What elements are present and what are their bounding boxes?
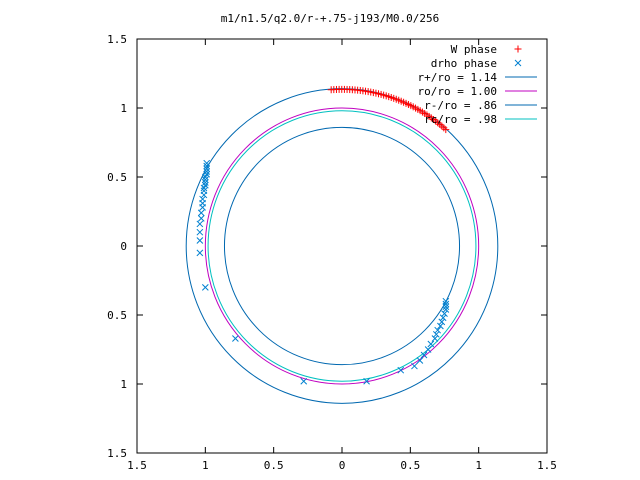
drho-phase-point <box>200 184 208 192</box>
legend-label-w-phase: W phase <box>451 43 497 56</box>
drho-phase-point <box>438 318 446 326</box>
drho-phase-point <box>197 215 205 222</box>
drho-phase-point <box>437 322 444 330</box>
drho-phase-point <box>416 357 424 364</box>
drho-phase-point <box>434 326 442 334</box>
chart-title: m1/n1.5/q2.0/r-+.75-j193/M0.0/256 <box>221 12 440 25</box>
drho-phase-point <box>442 303 450 311</box>
drho-phase-point <box>397 366 405 374</box>
y-tick-label: 1.5 <box>107 33 127 46</box>
w-phase-series <box>327 85 450 134</box>
drho-phase-point <box>196 220 204 228</box>
drho-phase-point <box>363 377 370 385</box>
x-tick-label: 0 <box>339 459 346 472</box>
drho-phase-point <box>201 173 209 181</box>
circle-r-o <box>204 107 480 385</box>
drho-phase-point <box>232 335 239 342</box>
y-tick-label: 0.5 <box>107 171 127 184</box>
legend-sample-w-phase <box>514 45 522 53</box>
legend-label-drho-phase: drho phase <box>431 57 497 70</box>
drho-phase-point <box>427 340 435 348</box>
legend-label-r-o: ro/ro = 1.00 <box>418 85 497 98</box>
x-tick-label: 1 <box>475 459 482 472</box>
drho-phase-point <box>442 297 450 305</box>
legend-label-r-minus: r-/ro = .86 <box>424 99 497 112</box>
circles <box>185 88 499 404</box>
drho-phase-point <box>411 362 418 370</box>
drho-phase-point <box>203 162 211 170</box>
y-tick-label: 0 <box>120 240 127 253</box>
drho-phase-point <box>197 209 205 217</box>
y-axis-tick-labels: 1.5 1 0.5 0 0.5 1 1.5 <box>107 33 127 460</box>
drho-phase-point <box>196 228 204 236</box>
axis-ticks <box>136 38 548 454</box>
x-tick-label: 1.5 <box>127 459 147 472</box>
drho-phase-point <box>203 165 211 173</box>
drho-phase-point <box>201 176 209 184</box>
drho-phase-point <box>201 284 209 291</box>
drho-phase-point <box>441 310 448 317</box>
drho-phase-series <box>196 159 450 385</box>
drho-phase-point <box>201 179 209 186</box>
drho-phase-point <box>203 159 211 167</box>
drho-phase-point <box>442 300 450 308</box>
x-tick-label: 1 <box>202 459 209 472</box>
circle-r-plus <box>185 88 499 404</box>
circle-r-c <box>207 110 477 382</box>
drho-phase-point <box>424 346 432 353</box>
drho-phase-point <box>196 237 204 244</box>
x-tick-label: 1.5 <box>537 459 557 472</box>
y-tick-label: 1 <box>120 102 127 115</box>
drho-phase-point <box>442 306 450 313</box>
x-tick-label: 0.5 <box>400 459 420 472</box>
y-tick-label: 0.5 <box>107 309 127 322</box>
drho-phase-point <box>431 335 439 342</box>
drho-phase-point <box>432 330 440 338</box>
drho-phase-point <box>196 249 204 257</box>
legend-label-r-plus: r+/ro = 1.14 <box>418 71 498 84</box>
circle-r-minus <box>223 126 461 366</box>
y-tick-label: 1 <box>120 378 127 391</box>
drho-phase-point <box>420 351 428 359</box>
x-tick-label: 0.5 <box>264 459 284 472</box>
x-axis-tick-labels: 1.5 1 0.5 0 0.5 1 1.5 <box>127 459 557 472</box>
drho-phase-point <box>439 314 447 322</box>
y-tick-label: 1.5 <box>107 447 127 460</box>
legend-sample-drho-phase <box>514 59 522 67</box>
drho-phase-point <box>199 204 206 211</box>
w-phase-point <box>442 126 450 134</box>
legend-label-r-c: rc/ro = .98 <box>424 113 497 126</box>
drho-phase-point <box>200 191 208 199</box>
drho-phase-point <box>203 168 211 175</box>
drho-phase-point <box>300 377 308 385</box>
